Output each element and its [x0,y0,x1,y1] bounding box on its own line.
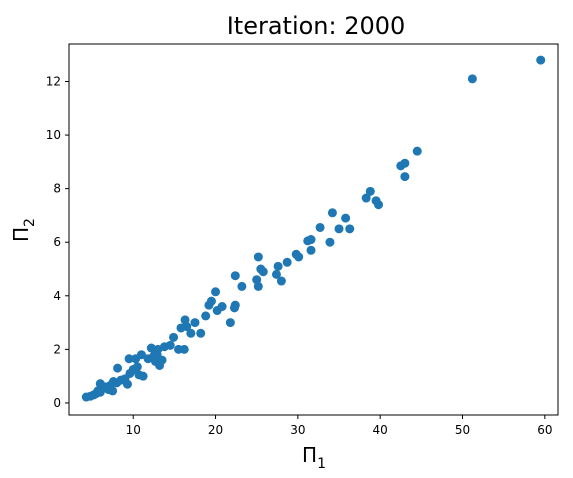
data-point [113,363,123,373]
data-point [374,200,384,210]
data-point [179,344,189,354]
data-point [201,311,211,321]
data-point [315,222,325,232]
data-point [132,362,142,372]
data-point [253,281,263,291]
data-point [271,269,281,279]
data-points [81,55,546,402]
data-point [294,252,304,262]
data-point [169,332,179,342]
data-point [400,172,410,182]
data-point [190,318,200,328]
data-point [327,208,337,218]
data-point [225,318,235,328]
x-tick-label: 30 [290,423,305,437]
data-point [186,328,196,338]
y-tick-label: 2 [53,342,61,356]
data-point [345,224,355,234]
x-tick-label: 40 [373,423,388,437]
y-tick-label: 0 [53,396,61,410]
data-point [165,340,175,350]
data-point [467,74,477,84]
y-tick-label: 4 [53,289,61,303]
data-point [138,371,148,381]
data-point [122,379,132,389]
y-axis-label-subscript: 2 [22,218,38,227]
y-axis-ticks: 0 2 4 6 8 10 12 [46,75,69,410]
y-tick-label: 10 [46,128,61,142]
data-point [217,302,227,312]
x-tick-label: 50 [455,423,470,437]
x-axis-label: Π1 [302,443,326,472]
data-point [237,281,247,291]
data-point [536,55,546,65]
data-point [182,322,192,332]
plot-frame [68,43,559,416]
data-point [206,296,216,306]
data-point [273,261,283,271]
data-point [196,328,206,338]
data-point [136,350,146,360]
data-point [306,235,316,245]
data-point [334,224,344,234]
data-point [230,271,240,281]
data-point [211,287,221,297]
data-point [276,276,286,286]
x-axis-ticks: 10 20 30 40 50 60 [126,415,552,437]
y-axis-label-main: Π [9,227,33,242]
data-point [341,213,351,223]
data-point [258,267,268,277]
y-tick-label: 8 [53,182,61,196]
x-tick-label: 60 [537,423,552,437]
data-point [361,193,371,203]
data-point [400,158,410,168]
data-point [365,186,375,196]
data-point [282,257,292,267]
data-point [230,300,240,310]
data-point [325,237,335,247]
x-axis-label-main: Π [302,443,317,467]
data-point [412,146,422,156]
data-point [124,354,134,364]
data-point [253,252,263,262]
x-tick-label: 10 [126,423,141,437]
data-point [108,386,118,396]
y-tick-label: 6 [53,235,61,249]
y-tick-label: 12 [46,75,61,89]
chart-title: Iteration: 2000 [227,12,406,40]
x-axis-label-subscript: 1 [317,456,326,472]
data-point [157,355,167,365]
x-tick-label: 20 [208,423,223,437]
data-point [306,245,316,255]
y-axis-label: Π2 [9,218,38,242]
